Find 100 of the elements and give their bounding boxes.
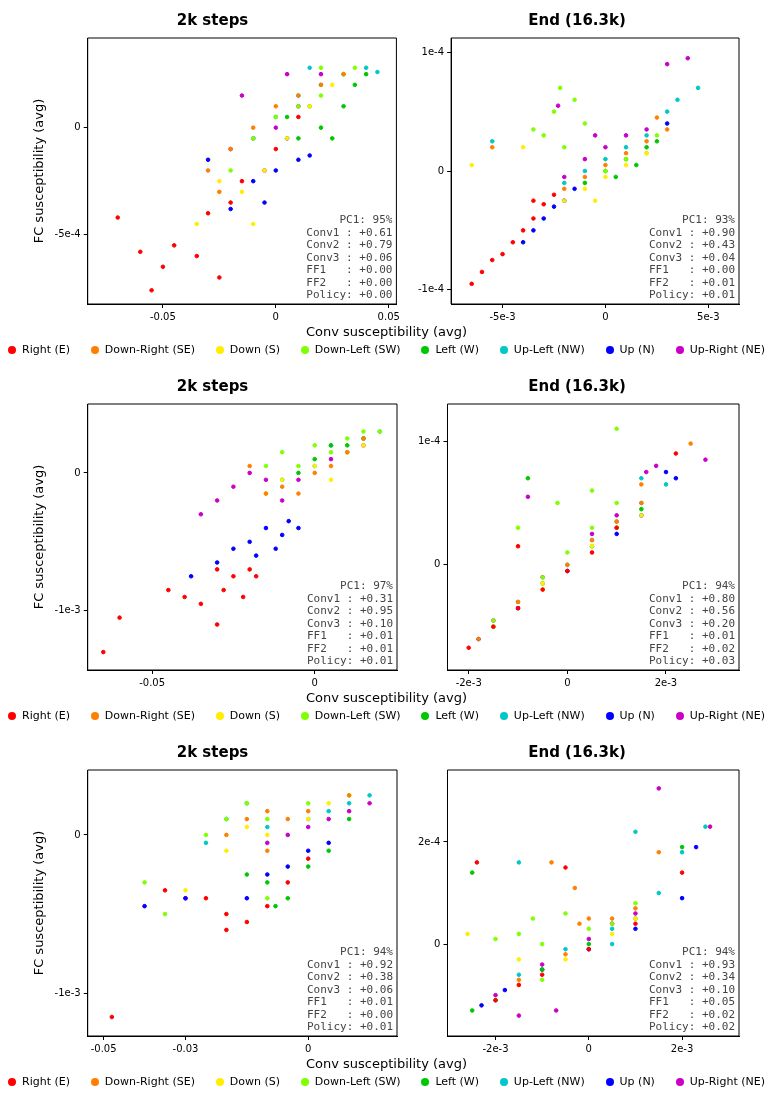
annotation: FF2 : +0.01	[648, 275, 735, 289]
annotation: PC1: 97%	[340, 579, 394, 593]
annotation: Conv3 : +0.06	[306, 982, 393, 996]
legend-label: Up-Left (NW)	[513, 343, 585, 356]
annotation: Policy: +0.01	[648, 288, 735, 302]
annotation: Conv2 : +0.38	[306, 970, 393, 984]
y-tick-label: 1e-4	[421, 45, 445, 57]
annotation: FF2 : +0.00	[306, 275, 393, 289]
x-tick-label: 0	[585, 1042, 592, 1054]
legend-label: Down-Right (SE)	[104, 343, 195, 356]
x-tick-label: 0	[564, 676, 571, 688]
legend-label: Up (N)	[619, 1075, 655, 1088]
y-tick-label: 1e-4	[417, 434, 441, 446]
chart-title: 2k steps	[176, 742, 249, 761]
x-tick-label: 0	[602, 310, 609, 322]
annotation: Policy: +0.01	[306, 654, 393, 668]
annotation: FF2 : +0.02	[648, 1007, 735, 1021]
annotation: Conv1 : +0.61	[306, 225, 393, 239]
annotation: FF1 : +0.00	[648, 263, 735, 277]
annotation: Conv2 : +0.43	[648, 238, 735, 252]
annotation: FF1 : +0.01	[306, 629, 393, 643]
x-tick-label: 2e-3	[654, 676, 678, 688]
annotation: PC1: 94%	[682, 579, 736, 593]
legend-label: Up-Right (NE)	[689, 343, 765, 356]
legend-label: Right (E)	[22, 343, 70, 356]
annotation: PC1: 94%	[340, 945, 394, 959]
x-tick-label: -0.05	[139, 676, 166, 688]
y-tick-label: 0	[74, 121, 81, 133]
y-tick-label: 0	[434, 937, 441, 949]
annotation: Conv2 : +0.56	[648, 604, 735, 618]
legend-label: Up-Left (NW)	[513, 709, 585, 722]
legend-label: Up-Right (NE)	[689, 1075, 765, 1088]
annotation: Conv1 : +0.93	[648, 957, 735, 971]
annotation: Conv1 : +0.90	[648, 225, 735, 239]
annotation: Conv2 : +0.79	[306, 238, 393, 252]
legend-label: Right (E)	[22, 1075, 70, 1088]
y-tick-label: 0	[74, 828, 81, 840]
legend-label: Up-Right (NE)	[689, 709, 765, 722]
annotation: FF1 : +0.01	[648, 629, 735, 643]
x-axis-title: Conv susceptibility (avg)	[304, 690, 469, 705]
annotation: FF2 : +0.02	[648, 641, 735, 655]
x-tick-label: -0.05	[90, 1042, 117, 1054]
annotation: FF2 : +0.00	[306, 1007, 393, 1021]
legend-label: Up (N)	[619, 709, 655, 722]
annotation: FF1 : +0.01	[306, 995, 393, 1009]
x-tick-label: 0	[305, 1042, 312, 1054]
legend-label: Down-Left (SW)	[314, 343, 401, 356]
y-tick-label: -1e-3	[54, 604, 81, 616]
legend-label: Down (S)	[229, 343, 280, 356]
x-tick-label: -2e-3	[482, 1042, 509, 1054]
y-axis-title: FC susceptibility (avg)	[31, 98, 47, 244]
legend-label: Left (W)	[435, 1075, 480, 1088]
legend-label: Up (N)	[619, 343, 655, 356]
annotation: FF1 : +0.00	[306, 263, 393, 277]
x-tick-label: -2e-3	[455, 676, 482, 688]
annotation: Policy: +0.00	[306, 288, 393, 302]
y-tick-label: -5e-4	[54, 228, 81, 240]
legend-label: Down (S)	[229, 709, 280, 722]
y-axis-title: FC susceptibility (avg)	[31, 464, 47, 610]
x-tick-label: 0	[272, 310, 279, 322]
annotation: FF2 : +0.01	[306, 641, 393, 655]
annotation: Conv3 : +0.04	[648, 250, 736, 264]
legend-label: Up-Left (NW)	[513, 1075, 585, 1088]
y-tick-label: 0	[434, 558, 441, 570]
chart-title: 2k steps	[176, 376, 249, 395]
y-axis-title: FC susceptibility (avg)	[31, 830, 47, 976]
legend-label: Down-Left (SW)	[314, 709, 401, 722]
chart-title: End (16.3k)	[528, 376, 626, 395]
legend-label: Down-Left (SW)	[314, 1075, 401, 1088]
annotation: Conv3 : +0.10	[648, 982, 735, 996]
x-axis-title: Conv susceptibility (avg)	[304, 1056, 469, 1071]
x-tick-label: 0.05	[377, 310, 400, 322]
annotation: PC1: 94%	[682, 945, 736, 959]
annotation: Conv3 : +0.10	[306, 616, 393, 630]
annotation: Conv3 : +0.06	[306, 250, 393, 264]
annotation: Policy: +0.02	[648, 1020, 735, 1034]
annotation: Conv2 : +0.95	[306, 604, 393, 618]
y-tick-label: 0	[74, 466, 81, 478]
annotation: Policy: +0.03	[648, 654, 735, 668]
annotation: Conv3 : +0.20	[648, 616, 735, 630]
x-tick-label: 5e-3	[697, 310, 720, 322]
chart-title: End (16.3k)	[528, 10, 626, 29]
annotation: PC1: 93%	[682, 213, 736, 227]
legend-label: Right (E)	[22, 709, 70, 722]
chart-title: End (16.3k)	[528, 742, 626, 761]
y-tick-label: 0	[437, 164, 445, 176]
annotation: FF1 : +0.05	[648, 995, 735, 1009]
x-tick-label: -5e-3	[489, 310, 516, 322]
x-tick-label: -0.03	[172, 1042, 199, 1054]
legend-label: Left (W)	[435, 709, 480, 722]
annotation: Conv1 : +0.92	[306, 957, 393, 971]
legend-label: Left (W)	[435, 343, 480, 356]
annotation: Conv1 : +0.31	[306, 591, 393, 605]
annotation: Policy: +0.01	[306, 1020, 393, 1034]
legend-label: Down-Right (SE)	[104, 709, 195, 722]
y-tick-label: 2e-4	[417, 835, 441, 847]
annotation: Conv2 : +0.34	[648, 970, 736, 984]
y-tick-label: -1e-4	[418, 283, 445, 295]
y-tick-label: -1e-3	[54, 986, 81, 998]
chart-title: 2k steps	[176, 10, 249, 29]
